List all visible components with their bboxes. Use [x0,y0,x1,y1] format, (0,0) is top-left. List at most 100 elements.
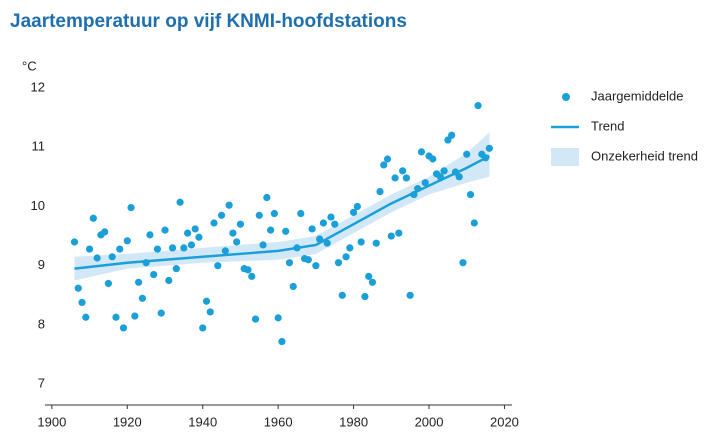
y-tick-label: 8 [38,316,45,331]
data-point [387,232,395,240]
x-tick-label: 1900 [37,414,66,429]
data-point [135,278,143,286]
data-point [316,235,324,243]
data-point [289,282,297,291]
data-point [297,209,305,218]
x-tick-label: 1960 [264,414,293,429]
data-point [312,262,320,270]
data-point [146,231,154,239]
data-point [406,291,414,299]
data-point [153,245,162,253]
x-tick-label: 2000 [415,414,444,429]
data-point [85,245,94,253]
y-tick-label: 9 [38,257,45,272]
data-point [470,219,478,227]
data-point [199,324,207,332]
data-point [466,190,475,199]
data-point [376,187,384,196]
data-point [138,294,146,302]
data-point [319,219,328,227]
data-point [82,313,90,321]
y-tick-label: 10 [31,198,45,213]
data-point [308,225,316,233]
data-point [368,278,377,286]
legend-label: Trend [591,118,624,133]
data-point [361,292,369,301]
data-point [236,220,245,228]
x-tick-label: 1940 [188,414,217,429]
data-point [293,244,301,252]
x-tick-label: 2020 [490,414,519,429]
data-point [195,233,203,241]
data-point [255,211,263,219]
legend-marker [551,148,579,166]
data-point [399,167,407,175]
data-point [342,253,350,261]
data-point [448,131,456,139]
y-tick-label: 12 [31,79,45,94]
data-point [274,314,282,322]
data-point [101,228,109,236]
data-point [184,229,192,237]
data-point [353,202,361,211]
data-point [119,324,128,332]
data-point [221,247,229,255]
data-point [459,259,467,267]
data-point [327,213,335,221]
data-point [191,225,199,233]
data-point [357,238,365,246]
legend-label: Onzekerheid trend [591,148,698,163]
data-point [270,209,278,218]
legend-label: Jaargemiddelde [591,88,684,103]
data-point [282,227,290,235]
data-point [251,315,260,323]
data-point [421,179,429,187]
y-axis-label: °C [22,58,37,73]
data-point [131,312,139,320]
data-point [410,190,418,199]
x-tick-label: 1920 [113,414,142,429]
data-point [89,214,97,222]
data-point [429,155,437,163]
data-point [112,313,120,321]
data-point [285,259,294,267]
data-point [263,193,271,202]
data-point [217,211,226,219]
data-point [168,244,177,252]
data-point [455,173,463,181]
data-point [267,226,275,234]
data-point [176,198,184,206]
data-point [225,201,233,209]
data-point [70,238,79,246]
data-point [229,229,237,237]
data-point [349,208,358,216]
data-point [180,244,188,252]
data-point [78,298,86,307]
y-tick-label: 7 [38,376,45,391]
data-point [346,244,354,252]
data-point [206,308,214,316]
data-point [436,173,444,181]
data-point [123,237,131,245]
data-point [304,256,312,264]
data-point [383,155,392,163]
data-point [116,245,124,253]
data-point [165,276,173,285]
data-point [395,229,403,237]
data-point [338,291,346,299]
data-point [331,220,339,228]
data-point [233,238,241,246]
data-point [150,270,158,279]
data-point [172,265,180,273]
data-point [248,272,256,280]
data-point [161,226,169,234]
data-point [187,241,196,249]
data-point [214,262,222,270]
data-point [142,259,150,267]
data-point [104,279,113,288]
data-point [481,154,490,162]
data-point [74,284,82,292]
data-point [127,204,135,212]
data-point [244,266,252,274]
